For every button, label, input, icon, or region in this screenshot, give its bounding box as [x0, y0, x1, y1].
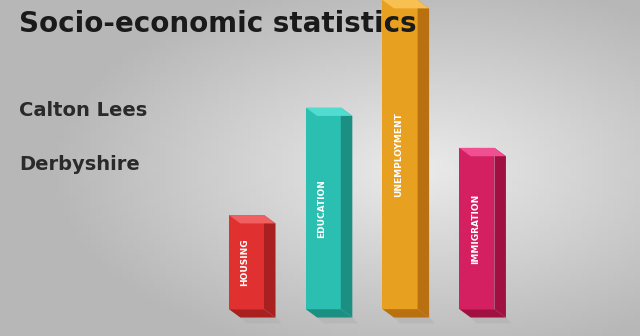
Text: EDUCATION: EDUCATION	[317, 179, 326, 238]
Polygon shape	[465, 311, 512, 323]
Polygon shape	[417, 0, 429, 318]
Text: Calton Lees: Calton Lees	[19, 101, 147, 120]
Text: Socio-economic statistics: Socio-economic statistics	[19, 10, 417, 38]
Polygon shape	[306, 108, 352, 116]
Polygon shape	[306, 309, 352, 318]
Polygon shape	[229, 309, 276, 318]
Text: UNEMPLOYMENT: UNEMPLOYMENT	[394, 112, 403, 197]
Text: HOUSING: HOUSING	[241, 238, 250, 286]
Polygon shape	[340, 108, 352, 318]
Polygon shape	[229, 215, 264, 309]
Polygon shape	[383, 309, 429, 318]
Polygon shape	[460, 309, 506, 318]
Text: Derbyshire: Derbyshire	[19, 155, 140, 174]
Polygon shape	[460, 148, 494, 309]
Polygon shape	[460, 148, 506, 156]
Polygon shape	[235, 311, 282, 323]
Polygon shape	[388, 311, 435, 323]
Polygon shape	[312, 311, 358, 323]
Polygon shape	[264, 215, 276, 318]
Text: IMMIGRATION: IMMIGRATION	[471, 193, 480, 264]
Polygon shape	[383, 0, 429, 8]
Polygon shape	[229, 215, 276, 223]
Polygon shape	[306, 108, 340, 309]
Polygon shape	[494, 148, 506, 318]
Polygon shape	[383, 0, 417, 309]
